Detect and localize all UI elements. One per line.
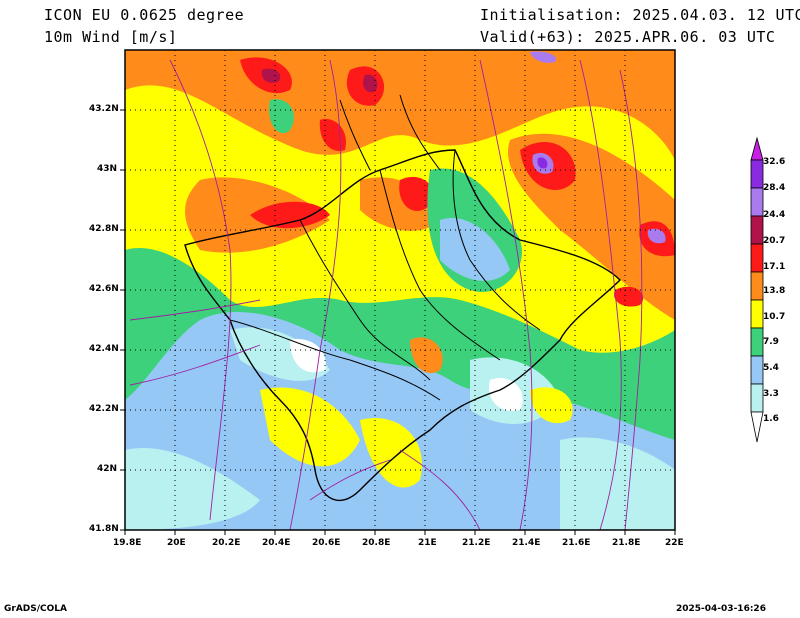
lat-label: 42N [97, 464, 118, 474]
lat-label: 41.8N [89, 524, 119, 534]
colorbar-top-arrow [750, 136, 764, 161]
colorbar-label: 20.7 [763, 236, 786, 246]
colorbar-label: 32.6 [763, 157, 786, 167]
colorbar-label: 7.9 [763, 337, 779, 347]
lon-label: 20.4E [262, 538, 291, 548]
colorbar [750, 136, 764, 443]
colorbar-label: 10.7 [763, 312, 786, 322]
lat-label: 43N [97, 164, 118, 174]
model-title: ICON EU 0.0625 degree [44, 6, 245, 24]
grid-lines [125, 50, 675, 530]
lon-label: 21E [418, 538, 437, 548]
lon-label: 20E [167, 538, 186, 548]
lon-label: 20.8E [362, 538, 391, 548]
lon-label: 21.4E [512, 538, 541, 548]
footer-software: GrADS/COLA [4, 604, 67, 614]
lon-label: 22E [665, 538, 684, 548]
footer-timestamp: 2025-04-03-16:26 [676, 604, 766, 614]
init-time: Initialisation: 2025.04.03. 12 UTC [480, 6, 800, 24]
colorbar-label: 24.4 [763, 210, 786, 220]
lat-label: 42.6N [89, 284, 119, 294]
colorbar-label: 5.4 [763, 363, 779, 373]
colorbar-label: 1.6 [763, 414, 779, 424]
lat-label: 42.8N [89, 224, 119, 234]
colorbar-label: 13.8 [763, 286, 786, 296]
variable-title: 10m Wind [m/s] [44, 28, 178, 46]
lon-label: 21.8E [612, 538, 641, 548]
lon-label: 21.6E [562, 538, 591, 548]
colorbar-label: 3.3 [763, 389, 779, 399]
lat-label: 42.4N [89, 344, 119, 354]
colorbar-bottom-arrow [750, 411, 764, 443]
lon-label: 19.8E [113, 538, 142, 548]
lat-label: 43.2N [89, 104, 119, 114]
lon-label: 21.2E [462, 538, 491, 548]
colorbar-label: 28.4 [763, 183, 786, 193]
lon-label: 20.6E [312, 538, 341, 548]
lat-label: 42.2N [89, 404, 119, 414]
lon-label: 20.2E [212, 538, 241, 548]
valid-time: Valid(+63): 2025.APR.06. 03 UTC [480, 28, 776, 46]
colorbar-label: 17.1 [763, 262, 786, 272]
